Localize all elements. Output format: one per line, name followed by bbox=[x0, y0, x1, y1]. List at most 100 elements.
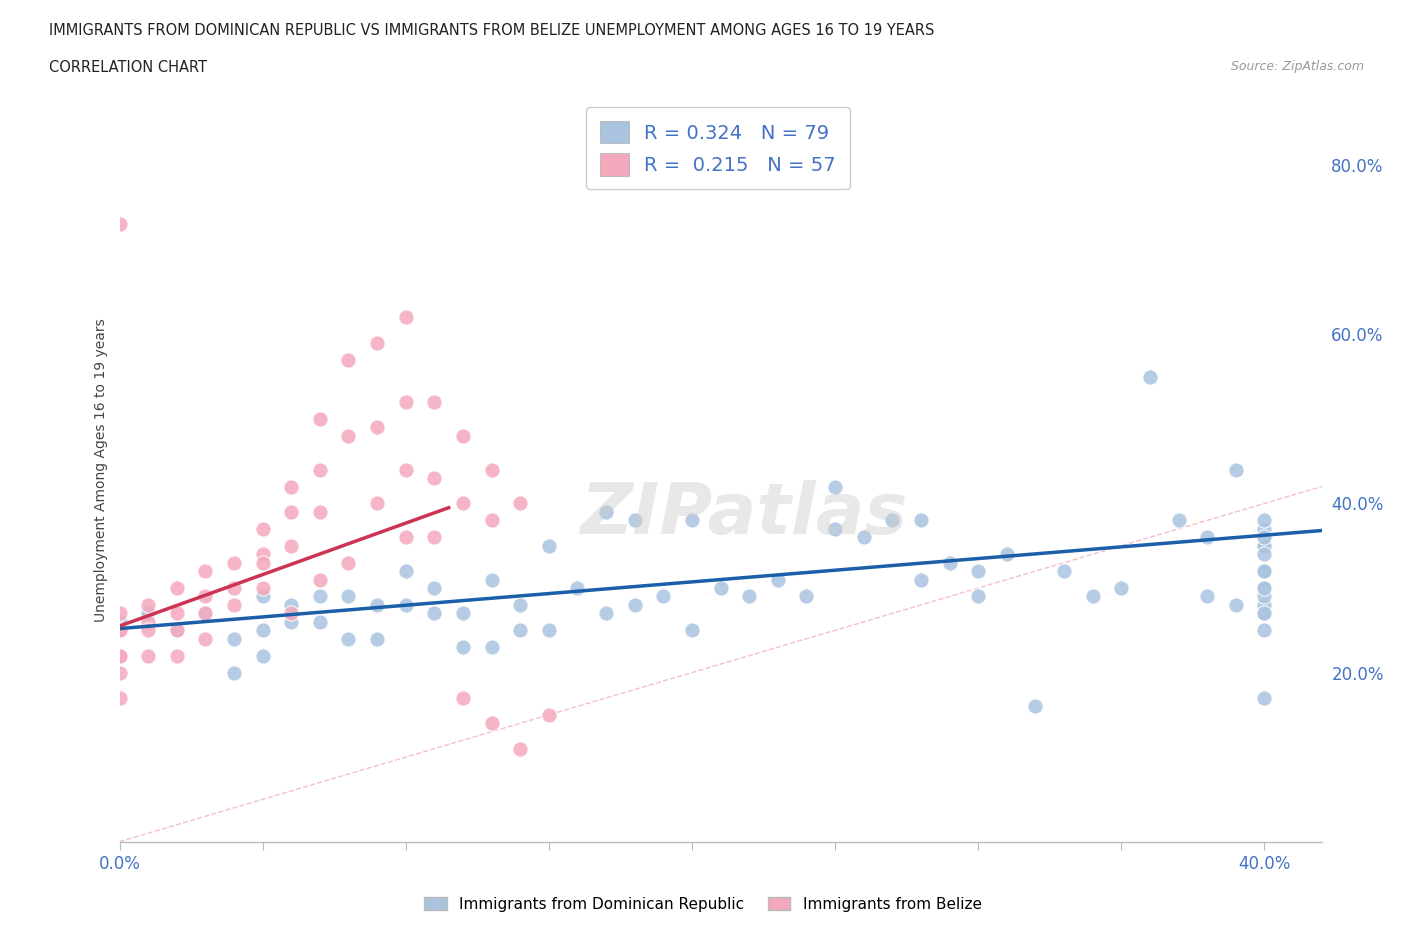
Point bbox=[910, 513, 932, 528]
Point bbox=[194, 589, 217, 604]
Text: CORRELATION CHART: CORRELATION CHART bbox=[49, 60, 207, 75]
Point bbox=[995, 547, 1018, 562]
Point bbox=[108, 606, 131, 621]
Point bbox=[1253, 522, 1275, 537]
Point bbox=[280, 504, 302, 519]
Point bbox=[395, 394, 418, 409]
Point bbox=[194, 606, 217, 621]
Point bbox=[509, 741, 531, 756]
Point bbox=[1253, 589, 1275, 604]
Point bbox=[652, 589, 675, 604]
Point bbox=[108, 615, 131, 630]
Point bbox=[166, 623, 188, 638]
Point bbox=[481, 716, 503, 731]
Point bbox=[1253, 564, 1275, 578]
Point bbox=[623, 513, 645, 528]
Point bbox=[1167, 513, 1189, 528]
Point bbox=[252, 589, 274, 604]
Point bbox=[136, 615, 159, 630]
Point bbox=[337, 555, 360, 570]
Point bbox=[252, 648, 274, 663]
Point bbox=[366, 496, 388, 511]
Point bbox=[136, 597, 159, 612]
Point bbox=[595, 504, 617, 519]
Point bbox=[108, 623, 131, 638]
Point bbox=[222, 580, 245, 595]
Point bbox=[1253, 580, 1275, 595]
Point bbox=[108, 690, 131, 705]
Point bbox=[395, 530, 418, 545]
Point bbox=[967, 564, 990, 578]
Point bbox=[252, 555, 274, 570]
Point bbox=[537, 538, 560, 553]
Point bbox=[537, 708, 560, 723]
Point bbox=[1024, 699, 1046, 714]
Point bbox=[366, 336, 388, 351]
Point bbox=[595, 606, 617, 621]
Point bbox=[423, 394, 446, 409]
Point bbox=[451, 496, 474, 511]
Point bbox=[309, 504, 332, 519]
Point bbox=[738, 589, 761, 604]
Point bbox=[1253, 580, 1275, 595]
Point bbox=[222, 555, 245, 570]
Point bbox=[481, 513, 503, 528]
Point bbox=[366, 420, 388, 435]
Point bbox=[1253, 538, 1275, 553]
Point bbox=[366, 597, 388, 612]
Point bbox=[194, 564, 217, 578]
Point bbox=[337, 352, 360, 367]
Point bbox=[252, 522, 274, 537]
Point bbox=[222, 631, 245, 646]
Point bbox=[366, 631, 388, 646]
Point bbox=[280, 597, 302, 612]
Point bbox=[1253, 623, 1275, 638]
Point bbox=[136, 606, 159, 621]
Point bbox=[537, 623, 560, 638]
Point bbox=[824, 522, 846, 537]
Point bbox=[796, 589, 818, 604]
Point bbox=[280, 606, 302, 621]
Point bbox=[252, 580, 274, 595]
Point bbox=[194, 606, 217, 621]
Point bbox=[108, 217, 131, 232]
Point bbox=[309, 411, 332, 426]
Point bbox=[681, 623, 703, 638]
Point bbox=[166, 606, 188, 621]
Point bbox=[395, 462, 418, 477]
Point bbox=[967, 589, 990, 604]
Point bbox=[1253, 513, 1275, 528]
Point bbox=[108, 648, 131, 663]
Point bbox=[852, 530, 875, 545]
Point bbox=[108, 648, 131, 663]
Point bbox=[481, 640, 503, 655]
Point bbox=[623, 597, 645, 612]
Y-axis label: Unemployment Among Ages 16 to 19 years: Unemployment Among Ages 16 to 19 years bbox=[94, 318, 108, 621]
Point bbox=[222, 597, 245, 612]
Point bbox=[1225, 597, 1247, 612]
Point bbox=[194, 631, 217, 646]
Point bbox=[1253, 538, 1275, 553]
Point bbox=[910, 572, 932, 587]
Point bbox=[1253, 564, 1275, 578]
Legend: Immigrants from Dominican Republic, Immigrants from Belize: Immigrants from Dominican Republic, Immi… bbox=[418, 890, 988, 918]
Point bbox=[1253, 606, 1275, 621]
Point bbox=[309, 572, 332, 587]
Point bbox=[938, 555, 960, 570]
Point bbox=[481, 572, 503, 587]
Text: IMMIGRANTS FROM DOMINICAN REPUBLIC VS IMMIGRANTS FROM BELIZE UNEMPLOYMENT AMONG : IMMIGRANTS FROM DOMINICAN REPUBLIC VS IM… bbox=[49, 23, 935, 38]
Point bbox=[509, 597, 531, 612]
Point bbox=[451, 640, 474, 655]
Point bbox=[451, 690, 474, 705]
Point bbox=[1253, 690, 1275, 705]
Point bbox=[509, 496, 531, 511]
Point bbox=[1197, 530, 1219, 545]
Point bbox=[309, 615, 332, 630]
Point bbox=[222, 665, 245, 680]
Point bbox=[1111, 580, 1133, 595]
Point bbox=[280, 615, 302, 630]
Point bbox=[423, 580, 446, 595]
Point bbox=[709, 580, 731, 595]
Point bbox=[337, 589, 360, 604]
Point bbox=[395, 597, 418, 612]
